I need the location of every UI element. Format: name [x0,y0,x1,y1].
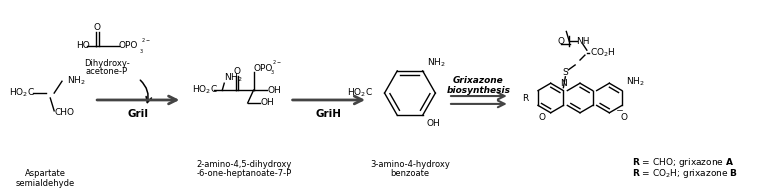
Text: NH$_2$: NH$_2$ [626,75,645,88]
Text: HO: HO [76,41,89,50]
Text: $\bf{R}$ = CO$_2$H; grixazone $\bf{B}$: $\bf{R}$ = CO$_2$H; grixazone $\bf{B}$ [632,167,738,180]
Text: N: N [560,79,567,88]
Text: R: R [522,93,528,103]
Text: HO$_2$C: HO$_2$C [347,87,373,99]
Text: NH$_2$: NH$_2$ [67,75,85,87]
Text: 3-amino-4-hydroxy: 3-amino-4-hydroxy [370,160,450,169]
Text: O: O [539,113,546,122]
Text: biosynthesis: biosynthesis [446,86,510,95]
Text: NH$_2$: NH$_2$ [427,57,445,69]
Text: HO$_2$C: HO$_2$C [9,87,35,99]
Text: O: O [233,67,240,76]
Text: NH$_2$: NH$_2$ [224,71,243,83]
Text: $_3$: $_3$ [270,68,275,77]
Text: Grixazone: Grixazone [453,76,504,85]
Text: NH: NH [576,37,590,46]
Text: $^{2-}$: $^{2-}$ [141,37,151,43]
Text: OH: OH [260,98,274,107]
Text: O: O [557,37,565,46]
Text: Aspartate: Aspartate [25,169,66,178]
Text: benzoate: benzoate [391,169,430,178]
Text: $^{2-}$: $^{2-}$ [272,60,282,65]
Text: $_3$: $_3$ [139,47,144,56]
Text: Dihydroxy-: Dihydroxy- [84,59,130,68]
Text: semialdehyde: semialdehyde [16,179,75,188]
Text: $\bf{R}$ = CHO; grixazone $\bf{A}$: $\bf{R}$ = CHO; grixazone $\bf{A}$ [632,156,734,169]
Text: OPO: OPO [119,41,138,50]
Text: HO$_2$C: HO$_2$C [192,84,218,96]
Text: GriH: GriH [316,109,342,119]
Text: OH: OH [427,119,440,128]
Text: OH: OH [267,86,281,95]
Text: S: S [562,68,568,77]
Text: GriI: GriI [127,109,149,119]
Text: 2-amino-4,5-dihydroxy: 2-amino-4,5-dihydroxy [196,160,291,169]
Text: acetone-P: acetone-P [86,67,128,76]
Text: OPO: OPO [253,64,273,73]
Text: CHO: CHO [54,108,74,117]
Text: O: O [620,113,628,122]
Text: -6-one-heptanoate-7-P: -6-one-heptanoate-7-P [196,169,291,178]
Text: CO$_2$H: CO$_2$H [590,47,615,59]
Text: O: O [94,23,101,32]
